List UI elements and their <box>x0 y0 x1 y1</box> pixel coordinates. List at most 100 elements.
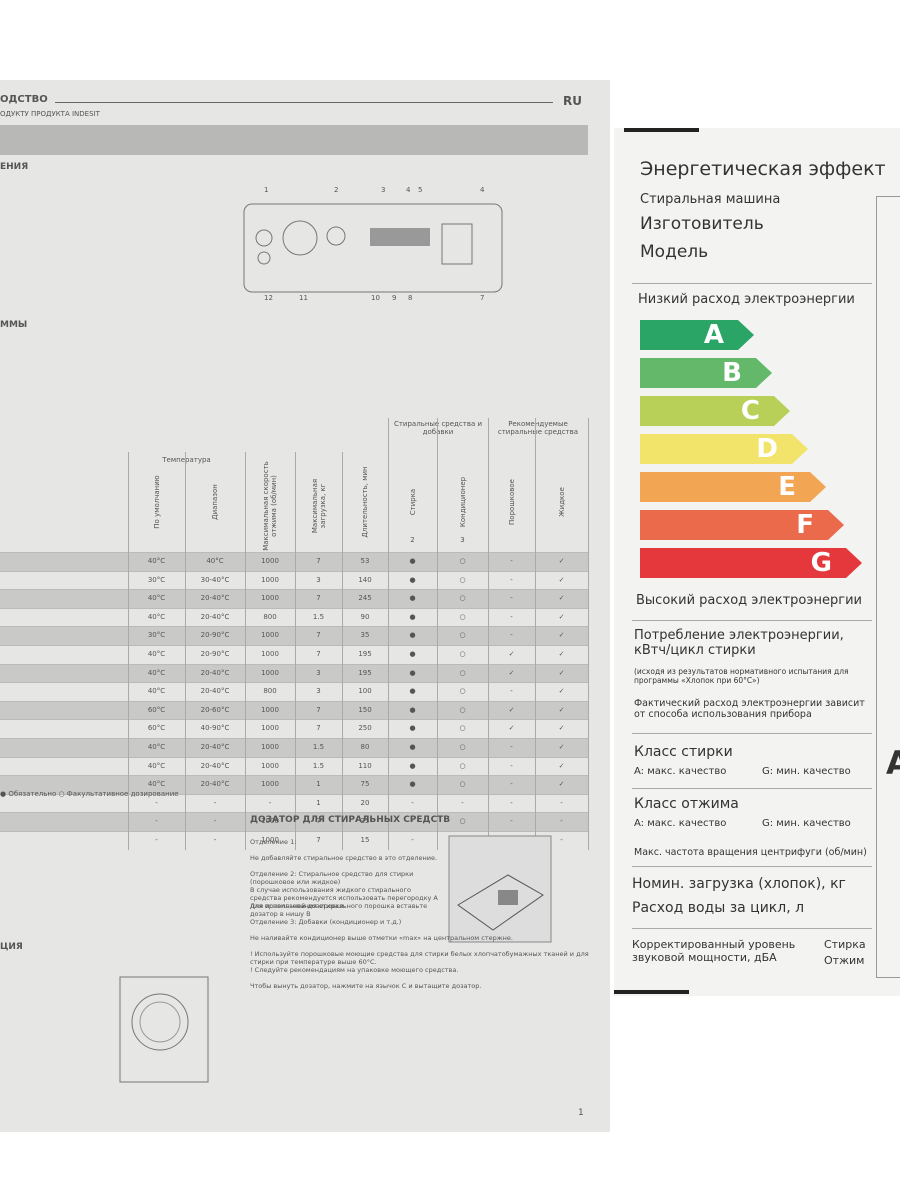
panel-diagram <box>243 203 503 293</box>
warning-band <box>0 125 588 155</box>
table-cell: - <box>510 631 513 640</box>
table-cell: 1000 <box>261 761 279 770</box>
table-cell: 20 <box>360 798 370 807</box>
column-rule <box>535 418 536 850</box>
table-cell: ● <box>409 705 416 714</box>
table-cell: 3 <box>316 668 321 677</box>
table-cell: 800 <box>263 687 277 696</box>
worst-quality: G: мин. качество <box>762 818 851 829</box>
table-cell: ○ <box>459 557 466 565</box>
best-quality: A: макс. качество <box>634 766 727 777</box>
table-cell: 1000 <box>261 668 279 677</box>
best-quality: A: макс. качество <box>634 818 727 829</box>
table-cell: 53 <box>360 557 370 565</box>
table-cell: 35 <box>360 631 370 640</box>
table-cell: 1000 <box>261 594 279 603</box>
table-cell: - <box>510 798 513 807</box>
table-cell: ● <box>409 575 416 584</box>
column-rule <box>437 418 438 850</box>
table-cell: 20-40°C <box>200 780 230 789</box>
table-cell: 40°C <box>206 557 224 565</box>
low-consumption: Низкий расход электроэнергии <box>638 292 855 307</box>
table-cell: ✓ <box>508 724 515 733</box>
model: Модель <box>640 242 709 262</box>
table-cell: 800 <box>263 612 277 621</box>
table-cell: ✓ <box>508 668 515 677</box>
program-table: Стиральные средства и добавки Рекомендуем… <box>0 418 589 850</box>
table-cell: ● <box>409 631 416 640</box>
table-cell: 40°C <box>147 650 166 658</box>
table-row <box>0 626 588 646</box>
column-rule <box>388 418 389 850</box>
table-cell: 15 <box>360 836 370 844</box>
energy-class-arrow: A <box>640 320 754 350</box>
dispenser-text: Не добавляйте стиральное средство в это … <box>250 854 438 862</box>
table-cell: - <box>155 836 158 844</box>
table-header: По умолчанию <box>152 475 161 529</box>
rule <box>632 788 872 789</box>
table-row <box>0 663 588 684</box>
table-group-header: Температура <box>162 456 211 464</box>
column-rule <box>488 418 489 850</box>
compartment: 2 <box>410 536 415 544</box>
column-rule <box>295 452 296 850</box>
table-row <box>0 812 588 832</box>
table-cell: 40°C <box>147 743 166 751</box>
table-cell: - <box>461 798 464 807</box>
table-cell: ○ <box>459 724 466 733</box>
spin-class: Класс отжима <box>634 796 739 812</box>
table-row <box>0 831 588 851</box>
table-group-header: Стиральные средства и добавки <box>393 420 483 436</box>
callout: 4 <box>480 186 485 194</box>
table-cell: 90 <box>360 612 370 621</box>
table-cell: ○ <box>459 780 466 789</box>
table-cell: ✓ <box>558 743 565 751</box>
table-cell: 3 <box>316 575 321 584</box>
table-cell: ✓ <box>558 668 565 677</box>
section-heading: ЦИЯ <box>0 942 23 952</box>
table-row <box>0 682 588 702</box>
table-header: Кондиционер <box>458 476 467 528</box>
table-cell: 40-90°C <box>200 724 230 733</box>
dispenser-diagram <box>448 835 552 943</box>
label-title: Энергетическая эффект <box>640 158 886 180</box>
table-row <box>0 775 588 795</box>
table-cell: 20-40°C <box>200 594 230 603</box>
table-cell: 20-40°C <box>200 743 230 751</box>
table-cell: 20-90°C <box>200 650 230 658</box>
rule <box>632 283 872 284</box>
table-cell: 40°C <box>147 668 166 677</box>
table-cell: ● <box>409 743 416 751</box>
dispenser-text: Отделение 3: Добавки (кондиционер и т.д.… <box>250 918 402 926</box>
table-cell: ✓ <box>558 761 565 770</box>
table-row <box>0 645 588 665</box>
table-cell: - <box>510 743 513 751</box>
table-header: Порошковое <box>507 479 516 525</box>
table-cell: - <box>213 817 217 826</box>
table-cell: 40°C <box>147 687 166 696</box>
language: RU <box>563 94 582 108</box>
machine-diagram <box>119 976 209 1083</box>
dispenser-text: ! Используйте порошковые моющие средства… <box>250 950 589 966</box>
table-cell: ● <box>409 761 416 770</box>
table-cell: - <box>510 780 513 789</box>
table-cell: 25 <box>360 817 370 826</box>
noise: Корректированный уровень звуковой мощнос… <box>632 938 796 964</box>
section-heading: ММЫ <box>0 320 28 330</box>
table-cell: 7 <box>316 594 321 603</box>
callout: 9 <box>392 294 397 302</box>
table-cell: 7 <box>316 650 321 658</box>
table-cell: 40°C <box>147 612 166 621</box>
table-cell: - <box>155 817 158 826</box>
table-cell: 250 <box>358 724 372 733</box>
table-cell: - <box>213 836 217 844</box>
rule <box>55 102 553 103</box>
table-cell: ✓ <box>558 612 565 621</box>
rule <box>632 620 872 621</box>
table-cell: 1000 <box>261 557 279 565</box>
table-cell: - <box>560 817 563 826</box>
table-cell: 150 <box>358 705 372 714</box>
callout: 1 <box>264 186 269 194</box>
table-cell: - <box>411 817 414 826</box>
